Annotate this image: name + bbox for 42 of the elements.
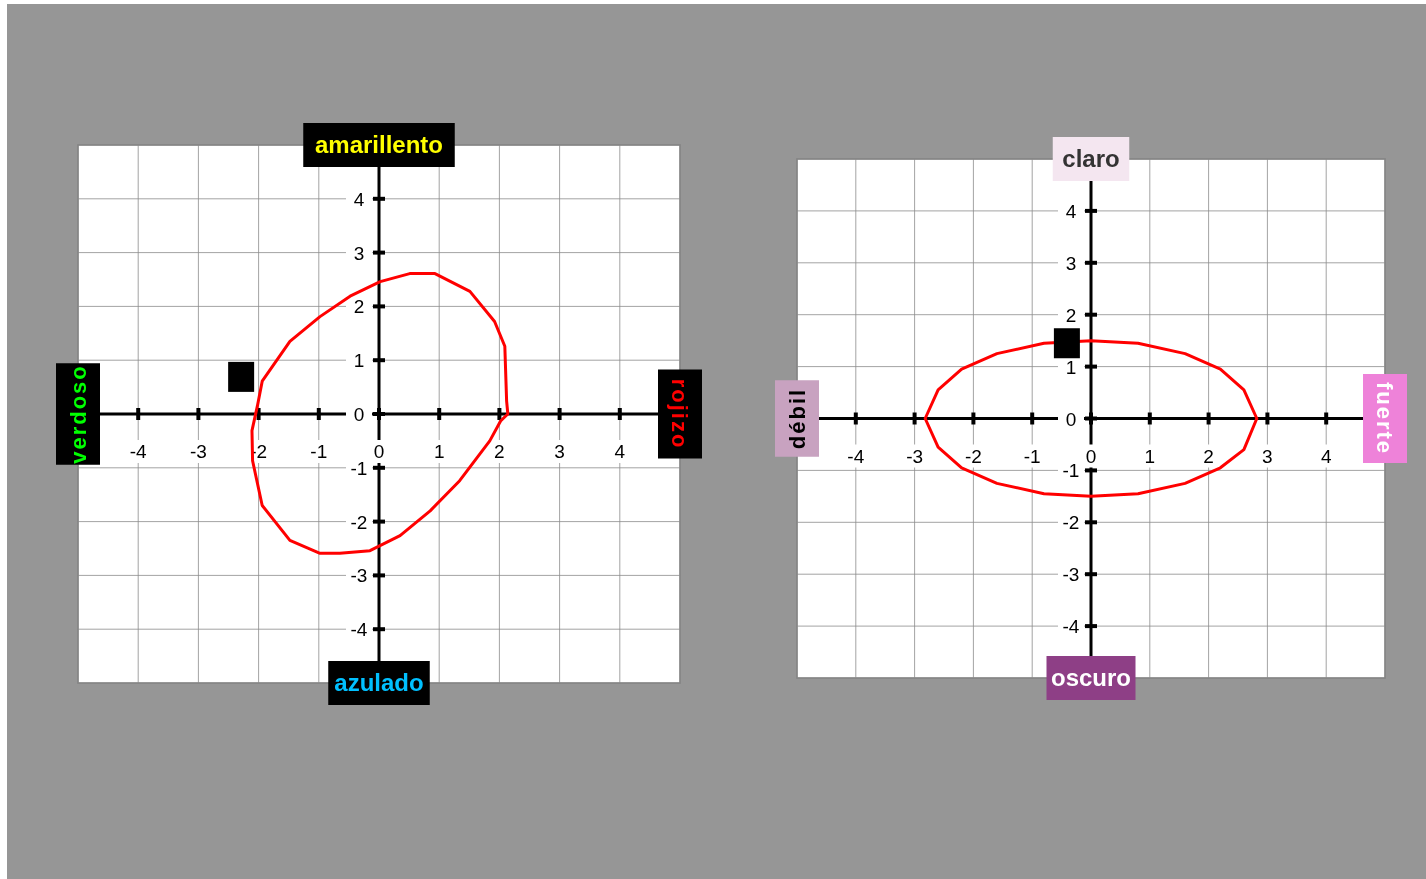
y-tick-label: 1 <box>1065 356 1077 378</box>
y-tick-label: 2 <box>1065 304 1077 326</box>
x-tick-label: 3 <box>554 441 565 462</box>
x-tick-label: 0 <box>373 441 385 462</box>
annotation: verdoso <box>66 364 91 464</box>
y-tick-label: -3 <box>350 565 368 587</box>
x-tick-label: -3 <box>906 445 924 467</box>
annotation: amarillento <box>314 131 444 158</box>
y-tick-label: -4 <box>1062 616 1080 638</box>
annotation: oscuro <box>1050 664 1132 691</box>
y-tick-label: 1 <box>353 350 365 372</box>
y-tick-label: 4 <box>1065 200 1077 222</box>
annotation: débil <box>785 387 810 450</box>
annotation: claro <box>1062 145 1120 172</box>
y-tick-label: 2 <box>353 296 365 318</box>
x-tick-label: 2 <box>1203 445 1214 467</box>
y-tick-label: 3 <box>353 242 365 264</box>
y-tick-label: -2 <box>1062 512 1080 534</box>
y-tick-label: -2 <box>350 511 368 533</box>
annotation: azulado <box>334 669 424 696</box>
x-tick-label: -3 <box>189 441 207 462</box>
annotation: rojizo <box>667 378 692 450</box>
x-tick-label: -1 <box>1023 445 1041 467</box>
x-tick-label: 4 <box>1320 445 1332 467</box>
x-tick-label: 0 <box>1085 445 1097 467</box>
x-tick-label: -4 <box>129 441 148 462</box>
y-tick-label: -1 <box>1062 460 1080 482</box>
y-tick-label: 3 <box>1065 252 1077 274</box>
y-tick-label: -4 <box>350 619 368 641</box>
annotation: fuerte <box>1372 381 1397 456</box>
y-tick-label: 0 <box>1065 408 1077 430</box>
x-tick-label: 3 <box>1262 445 1273 467</box>
x-tick-label: -4 <box>847 445 865 467</box>
y-tick-label: 4 <box>353 188 365 210</box>
y-tick-label: 0 <box>353 404 365 425</box>
x-tick-label: -2 <box>964 445 982 467</box>
x-tick-label: 1 <box>433 441 445 462</box>
x-tick-label: 4 <box>614 441 626 462</box>
x-tick-label: -1 <box>310 441 328 462</box>
x-tick-label: 1 <box>1144 445 1156 467</box>
x-tick-label: 2 <box>494 441 505 462</box>
y-tick-label: -3 <box>1062 564 1080 586</box>
